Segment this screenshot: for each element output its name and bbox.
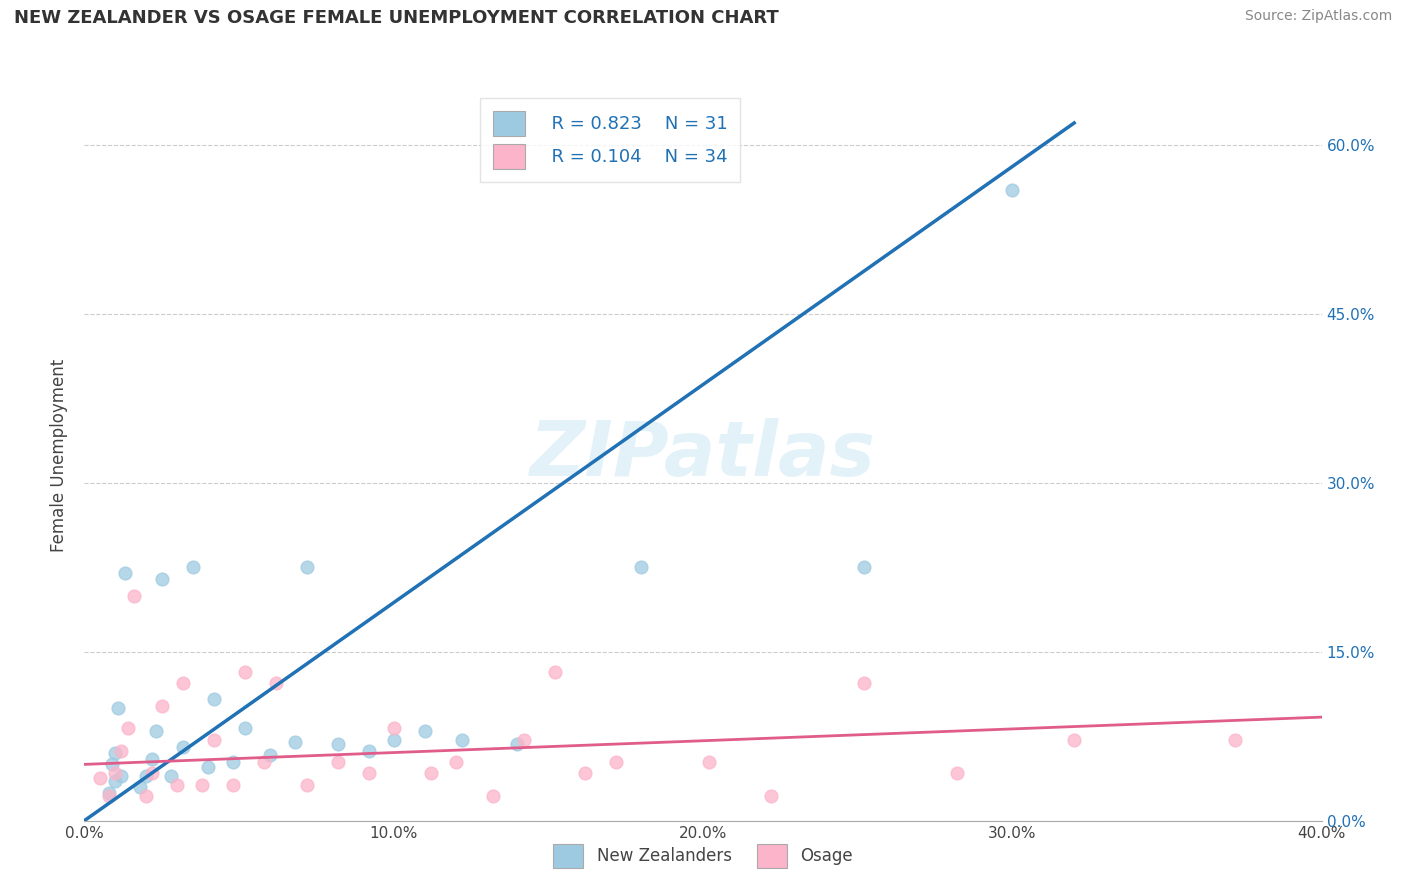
Point bbox=[1223, 732, 1246, 747]
Point bbox=[222, 755, 245, 769]
Point bbox=[419, 766, 441, 780]
Text: Source: ZipAtlas.com: Source: ZipAtlas.com bbox=[1244, 9, 1392, 23]
Point bbox=[382, 722, 405, 736]
Point bbox=[259, 748, 281, 763]
Text: NEW ZEALANDER VS OSAGE FEMALE UNEMPLOYMENT CORRELATION CHART: NEW ZEALANDER VS OSAGE FEMALE UNEMPLOYME… bbox=[14, 9, 779, 27]
Point bbox=[357, 766, 380, 780]
Point bbox=[574, 766, 596, 780]
Point bbox=[89, 771, 111, 785]
Point bbox=[382, 732, 405, 747]
Point bbox=[172, 740, 194, 755]
Point bbox=[284, 735, 307, 749]
Point bbox=[444, 755, 467, 769]
Point bbox=[264, 676, 287, 690]
Point bbox=[852, 560, 875, 574]
Point bbox=[253, 755, 276, 769]
Point bbox=[110, 769, 132, 783]
Point bbox=[141, 752, 163, 766]
Point bbox=[295, 560, 318, 574]
Point bbox=[697, 755, 720, 769]
Point bbox=[852, 676, 875, 690]
Point bbox=[160, 769, 183, 783]
Point bbox=[605, 755, 627, 769]
Point bbox=[202, 692, 225, 706]
Point bbox=[150, 698, 173, 713]
Point bbox=[141, 766, 163, 780]
Point bbox=[104, 774, 127, 789]
Text: ZIPatlas: ZIPatlas bbox=[530, 418, 876, 491]
Point bbox=[413, 723, 436, 738]
Point bbox=[122, 589, 145, 603]
Point bbox=[630, 560, 652, 574]
Point bbox=[129, 780, 152, 794]
Point bbox=[450, 732, 472, 747]
Point bbox=[222, 778, 245, 792]
Point bbox=[357, 744, 380, 758]
Point bbox=[101, 757, 124, 772]
Point bbox=[98, 789, 121, 803]
Point bbox=[172, 676, 194, 690]
Point bbox=[512, 732, 534, 747]
Point bbox=[107, 701, 129, 715]
Point bbox=[295, 778, 318, 792]
Point bbox=[1063, 732, 1085, 747]
Point bbox=[481, 789, 503, 803]
Point bbox=[233, 665, 256, 679]
Point bbox=[114, 566, 136, 580]
Point bbox=[135, 769, 157, 783]
Point bbox=[166, 778, 188, 792]
Point bbox=[110, 744, 132, 758]
Point bbox=[98, 785, 121, 799]
Legend: New Zealanders, Osage: New Zealanders, Osage bbox=[547, 838, 859, 874]
Point bbox=[543, 665, 565, 679]
Point bbox=[506, 737, 529, 751]
Point bbox=[197, 759, 219, 773]
Point bbox=[191, 778, 214, 792]
Point bbox=[104, 766, 127, 780]
Point bbox=[135, 789, 157, 803]
Point bbox=[326, 755, 349, 769]
Point bbox=[202, 732, 225, 747]
Point bbox=[759, 789, 782, 803]
Point bbox=[326, 737, 349, 751]
Point bbox=[945, 766, 967, 780]
Point bbox=[181, 560, 204, 574]
Y-axis label: Female Unemployment: Female Unemployment bbox=[51, 359, 69, 551]
Point bbox=[1001, 184, 1024, 198]
Point bbox=[104, 746, 127, 760]
Point bbox=[117, 722, 139, 736]
Point bbox=[233, 722, 256, 736]
Point bbox=[145, 723, 167, 738]
Point bbox=[150, 572, 173, 586]
